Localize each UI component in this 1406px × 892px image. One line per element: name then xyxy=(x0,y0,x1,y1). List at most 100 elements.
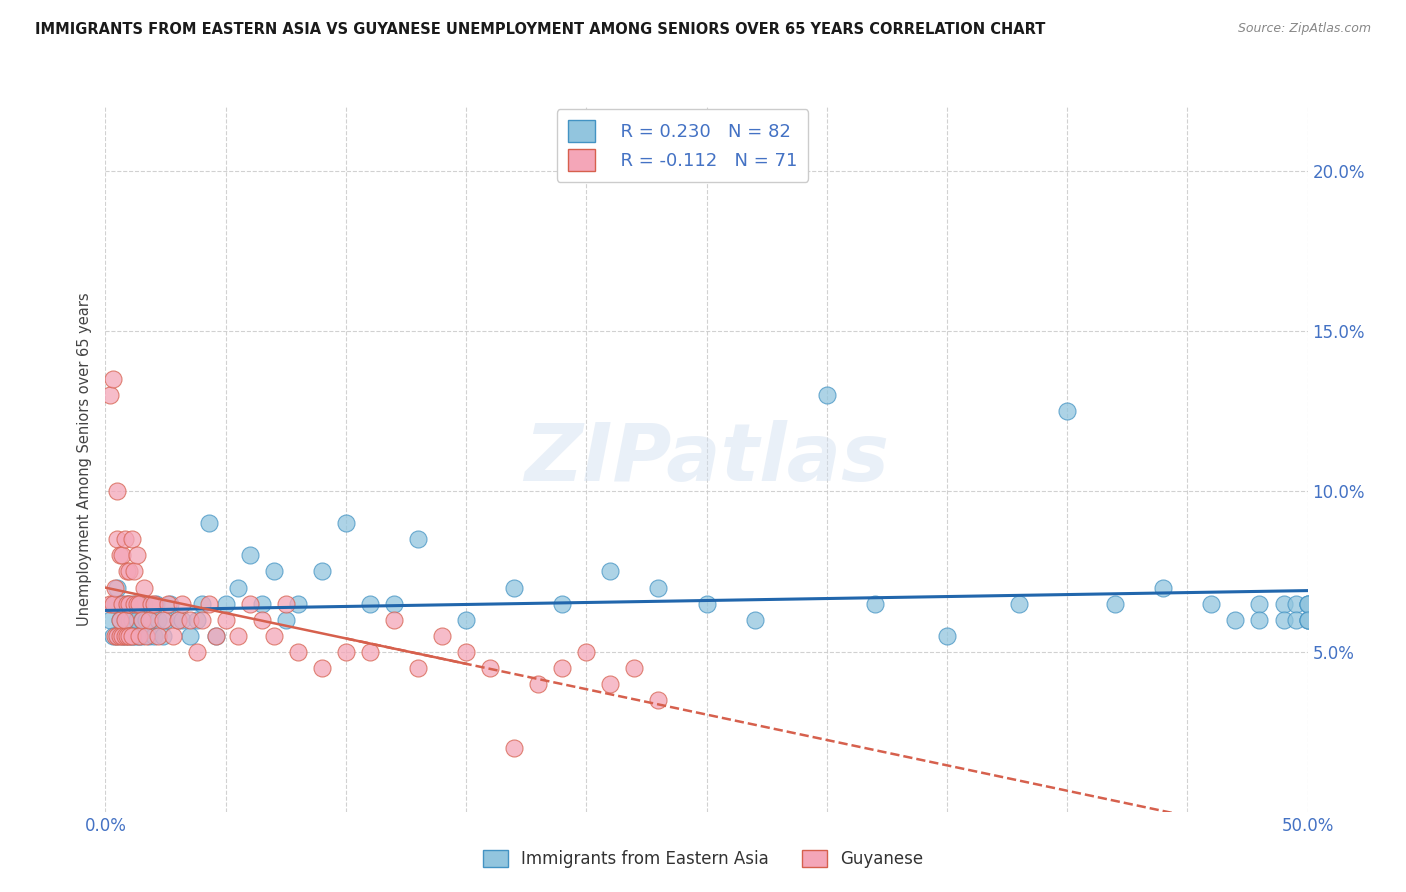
Point xyxy=(131,613,153,627)
Point xyxy=(179,628,201,642)
Point xyxy=(131,613,153,627)
Point xyxy=(287,597,309,611)
Point xyxy=(139,613,162,627)
Point xyxy=(311,660,333,674)
Point xyxy=(111,549,134,563)
Point xyxy=(142,597,165,611)
Text: ZIPatlas: ZIPatlas xyxy=(524,420,889,499)
Point xyxy=(815,388,838,402)
Point xyxy=(118,565,141,579)
Point xyxy=(156,597,179,611)
Point xyxy=(124,597,146,611)
Point xyxy=(190,613,212,627)
Point xyxy=(118,613,141,627)
Point xyxy=(454,613,477,627)
Point xyxy=(551,597,574,611)
Point xyxy=(132,597,155,611)
Point xyxy=(239,597,262,611)
Point xyxy=(159,597,181,611)
Point xyxy=(166,613,188,627)
Text: IMMIGRANTS FROM EASTERN ASIA VS GUYANESE UNEMPLOYMENT AMONG SENIORS OVER 65 YEAR: IMMIGRANTS FROM EASTERN ASIA VS GUYANESE… xyxy=(35,22,1046,37)
Point xyxy=(1104,597,1126,611)
Point xyxy=(118,597,141,611)
Point xyxy=(125,613,148,627)
Point xyxy=(863,597,886,611)
Point xyxy=(744,613,766,627)
Point xyxy=(263,565,285,579)
Point xyxy=(118,628,141,642)
Point xyxy=(152,628,174,642)
Point xyxy=(108,613,131,627)
Point xyxy=(108,613,131,627)
Point xyxy=(115,565,138,579)
Point xyxy=(250,613,273,627)
Point xyxy=(430,628,453,642)
Point xyxy=(138,628,160,642)
Point xyxy=(131,628,153,642)
Point xyxy=(128,628,150,642)
Point xyxy=(115,613,138,627)
Point xyxy=(104,628,127,642)
Point xyxy=(138,613,160,627)
Point xyxy=(135,613,157,627)
Point xyxy=(1296,597,1319,611)
Point xyxy=(406,660,429,674)
Point xyxy=(551,660,574,674)
Point xyxy=(1249,613,1271,627)
Point xyxy=(172,597,194,611)
Point xyxy=(124,628,146,642)
Point xyxy=(101,628,124,642)
Point xyxy=(135,628,157,642)
Legend:   R = 0.230   N = 82,   R = -0.112   N = 71: R = 0.230 N = 82, R = -0.112 N = 71 xyxy=(557,109,808,182)
Point xyxy=(104,597,127,611)
Point xyxy=(114,613,136,627)
Point xyxy=(503,740,526,755)
Point xyxy=(1296,597,1319,611)
Point xyxy=(107,628,129,642)
Point xyxy=(172,613,194,627)
Point xyxy=(125,628,148,642)
Point xyxy=(647,581,669,595)
Point xyxy=(1008,597,1031,611)
Point xyxy=(111,628,134,642)
Point xyxy=(101,372,124,386)
Point xyxy=(155,613,177,627)
Point xyxy=(454,644,477,658)
Point xyxy=(186,613,208,627)
Point xyxy=(115,628,138,642)
Point xyxy=(1201,597,1223,611)
Point xyxy=(335,644,357,658)
Point xyxy=(115,597,138,611)
Point xyxy=(190,597,212,611)
Point xyxy=(479,660,502,674)
Point xyxy=(107,533,129,547)
Point xyxy=(114,533,136,547)
Point xyxy=(274,613,297,627)
Point xyxy=(263,628,285,642)
Point xyxy=(214,597,236,611)
Point xyxy=(274,597,297,611)
Point xyxy=(98,613,121,627)
Point xyxy=(179,613,201,627)
Point xyxy=(107,628,129,642)
Point xyxy=(115,597,138,611)
Point xyxy=(311,565,333,579)
Point xyxy=(359,597,381,611)
Point xyxy=(128,628,150,642)
Point xyxy=(1296,597,1319,611)
Point xyxy=(121,533,143,547)
Point xyxy=(148,628,170,642)
Point xyxy=(205,628,228,642)
Point xyxy=(1284,597,1306,611)
Point xyxy=(936,628,959,642)
Point xyxy=(1225,613,1247,627)
Point xyxy=(599,565,621,579)
Point xyxy=(121,613,143,627)
Point xyxy=(108,628,131,642)
Point xyxy=(1272,597,1295,611)
Point xyxy=(198,516,221,531)
Point xyxy=(503,581,526,595)
Point xyxy=(132,581,155,595)
Point xyxy=(1056,404,1078,418)
Point xyxy=(114,628,136,642)
